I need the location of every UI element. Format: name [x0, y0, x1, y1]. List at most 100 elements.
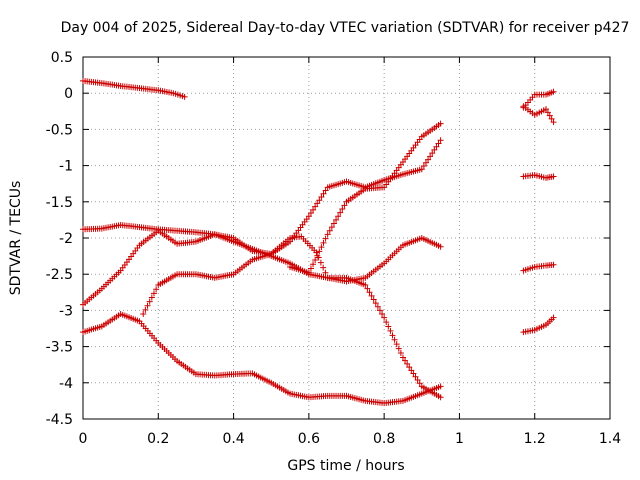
- data-point-marker: [305, 269, 312, 276]
- data-point-marker: [550, 314, 557, 321]
- data-point-marker: [372, 300, 379, 307]
- data-point-marker: [550, 173, 557, 180]
- data-point-marker: [324, 231, 331, 238]
- data-point-marker: [320, 190, 327, 197]
- data-point-marker: [437, 243, 444, 250]
- data-point-marker: [322, 235, 329, 242]
- data-point-marker: [326, 227, 333, 234]
- x-axis-tick-labels: 0 0.2 0.4 0.6 0.8 1 1.2 1.4: [79, 431, 622, 447]
- data-point-marker: [383, 319, 390, 326]
- series-sat-j: [520, 261, 557, 274]
- data-point-marker: [312, 256, 319, 263]
- data-point-marker: [314, 200, 321, 207]
- y-tick-label: 0.5: [51, 50, 73, 66]
- x-tick-label: 1.4: [599, 431, 621, 447]
- data-point-marker: [318, 193, 325, 200]
- data-point-marker: [341, 202, 348, 209]
- x-axis-label: GPS time / hours: [287, 458, 404, 474]
- data-point-marker: [427, 153, 434, 160]
- y-tick-label: 0: [64, 86, 73, 102]
- data-point-marker: [374, 303, 381, 310]
- data-point-marker: [393, 341, 400, 348]
- data-point-marker: [422, 159, 429, 166]
- data-point-marker: [406, 364, 413, 371]
- data-point-marker: [316, 197, 323, 204]
- data-point-marker: [320, 239, 327, 246]
- data-point-marker: [404, 360, 411, 367]
- data-point-marker: [544, 109, 551, 116]
- y-tick-label: -0.5: [46, 122, 73, 138]
- data-point-marker: [316, 248, 323, 255]
- data-point-marker: [150, 290, 157, 297]
- x-tick-label: 0.8: [373, 431, 395, 447]
- data-point-marker: [317, 259, 324, 266]
- data-point-marker: [416, 380, 423, 387]
- data-point-marker: [333, 216, 340, 223]
- data-series: [80, 77, 557, 407]
- data-point-marker: [418, 166, 425, 173]
- data-point-marker: [408, 367, 415, 374]
- data-point-marker: [425, 156, 432, 163]
- data-point-marker: [437, 137, 444, 144]
- data-point-marker: [550, 261, 557, 268]
- data-point-marker: [335, 213, 342, 220]
- data-point-marker: [385, 323, 392, 330]
- data-point-marker: [142, 306, 149, 313]
- data-point-marker: [370, 296, 377, 303]
- y-axis-label: SDTVAR / TECUs: [8, 181, 24, 296]
- data-point-marker: [337, 209, 344, 216]
- data-point-marker: [310, 261, 317, 268]
- data-point-marker: [376, 307, 383, 314]
- data-point-marker: [435, 140, 442, 147]
- data-point-marker: [146, 298, 153, 305]
- data-point-marker: [144, 302, 151, 309]
- y-tick-label: -3: [59, 303, 73, 319]
- data-point-marker: [395, 345, 402, 352]
- data-point-marker: [433, 143, 440, 150]
- data-point-marker: [402, 357, 409, 364]
- data-point-marker: [437, 383, 444, 390]
- data-point-marker: [313, 249, 320, 256]
- data-point-marker: [148, 294, 155, 301]
- data-point-marker: [366, 289, 373, 296]
- data-point-marker: [412, 373, 419, 380]
- data-point-marker: [153, 286, 160, 293]
- chart-title: Day 004 of 2025, Sidereal Day-to-day VTE…: [61, 20, 630, 36]
- data-point-marker: [330, 220, 337, 227]
- data-point-marker: [437, 120, 444, 127]
- series-sat-i: [520, 172, 557, 181]
- y-tick-label: -4.5: [46, 412, 73, 428]
- x-tick-label: 1.2: [524, 431, 546, 447]
- data-point-marker: [429, 150, 436, 157]
- data-point-marker: [410, 370, 417, 377]
- data-point-marker: [546, 112, 553, 119]
- data-point-marker: [305, 213, 312, 220]
- x-tick-label: 1: [455, 431, 464, 447]
- y-tick-label: -2: [59, 231, 73, 247]
- data-point-marker: [381, 314, 388, 321]
- data-point-marker: [322, 269, 329, 276]
- series-sat-k: [520, 314, 557, 336]
- y-tick-label: -1.5: [46, 195, 73, 211]
- data-point-marker: [310, 206, 317, 213]
- x-tick-label: 0.4: [222, 431, 244, 447]
- data-point-marker: [322, 187, 329, 194]
- x-tick-label: 0: [79, 431, 88, 447]
- data-point-marker: [548, 115, 555, 122]
- data-point-marker: [379, 311, 386, 318]
- data-point-marker: [307, 265, 314, 272]
- data-point-marker: [318, 244, 325, 251]
- data-point-marker: [431, 146, 438, 153]
- data-point-marker: [312, 203, 319, 210]
- data-point-marker: [362, 282, 369, 289]
- data-point-marker: [397, 350, 404, 357]
- y-tick-label: -2.5: [46, 267, 73, 283]
- data-point-marker: [368, 292, 375, 299]
- data-point-marker: [399, 354, 406, 361]
- x-tick-label: 0.6: [298, 431, 320, 447]
- x-tick-label: 0.2: [147, 431, 169, 447]
- data-point-marker: [307, 210, 314, 217]
- y-tick-label: -1: [59, 159, 73, 175]
